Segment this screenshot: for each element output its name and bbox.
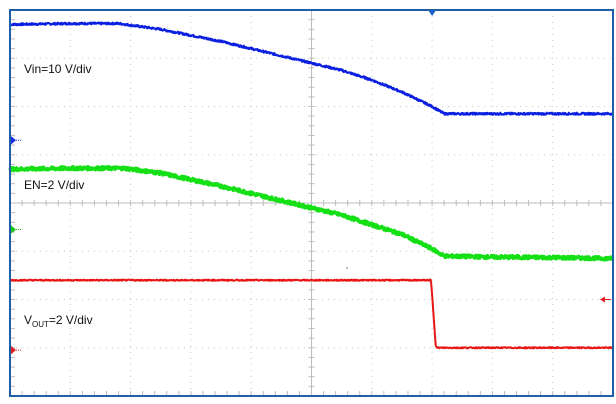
en-ground-marker	[10, 224, 16, 235]
trigger-level-arrow	[600, 296, 605, 303]
vout-label-suffix: =2 V/div	[49, 313, 93, 327]
plot-frame	[9, 9, 614, 397]
en-scale-label: EN=2 V/div	[24, 178, 84, 192]
waveform-traces	[8, 21, 615, 350]
en-trace	[8, 165, 615, 262]
vout-label-prefix: V	[24, 313, 32, 327]
trigger-position-marker	[428, 10, 437, 16]
vout-ground-marker	[10, 345, 16, 356]
stray-dot	[346, 267, 348, 269]
vout-scale-label: VOUT=2 V/div	[24, 313, 93, 329]
vout-trace	[9, 278, 614, 350]
vout-label-subscript: OUT	[32, 320, 49, 329]
graticule	[10, 10, 613, 396]
channel-markers	[10, 10, 611, 356]
vin-scale-label: Vin=10 V/div	[24, 62, 92, 76]
vin-ground-marker	[10, 135, 16, 146]
vin-trace	[9, 21, 614, 116]
